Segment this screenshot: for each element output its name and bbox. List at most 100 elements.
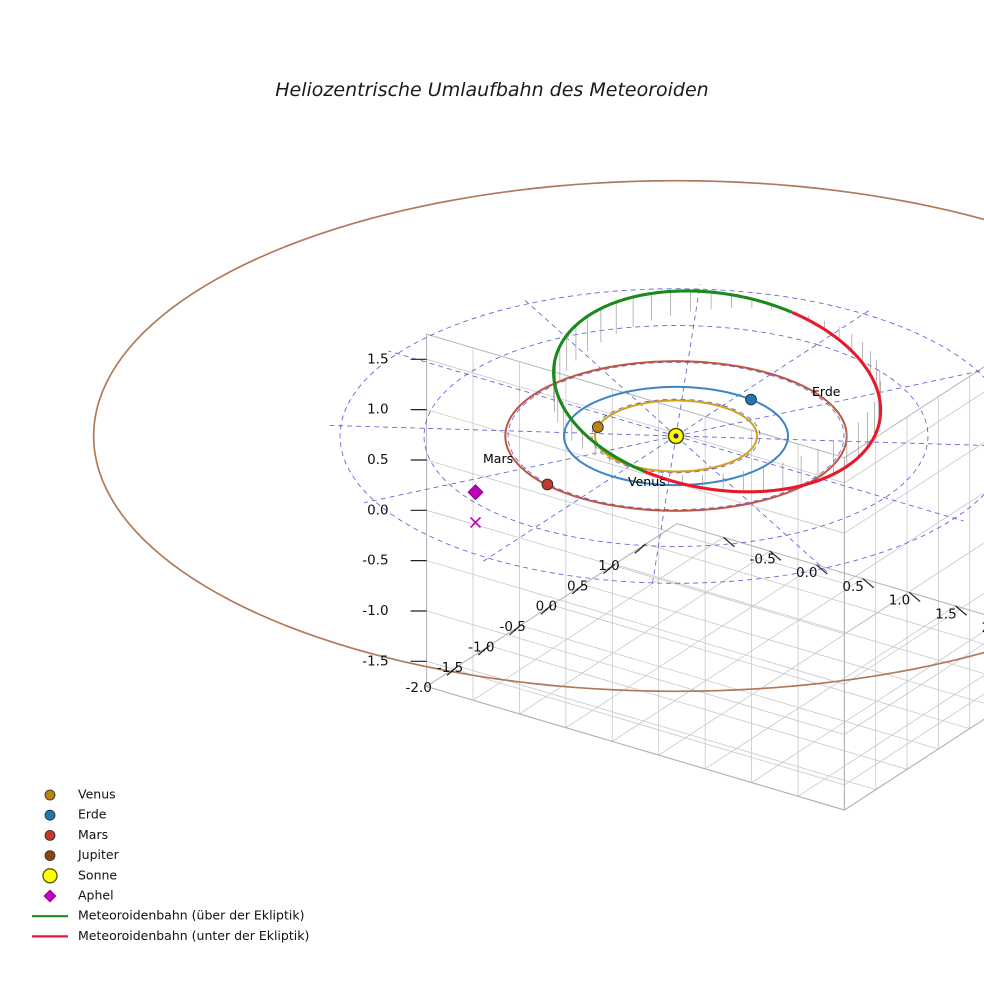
grid-line-xy bbox=[565, 564, 817, 728]
grid-line-xz bbox=[844, 391, 984, 484]
grid-line-xy bbox=[457, 665, 876, 791]
polar-grid-circle bbox=[339, 288, 984, 584]
ecliptic-polar-grid bbox=[329, 284, 984, 588]
polar-grid-ray bbox=[523, 298, 677, 437]
tick-label-z0: -1.5 bbox=[362, 653, 388, 669]
grid-line-yz bbox=[426, 560, 845, 685]
legend-marker-aphel bbox=[43, 889, 57, 903]
meteoroid-orbit-above-ecliptic bbox=[552, 289, 793, 473]
tick-label-y4: 1.5 bbox=[935, 606, 956, 622]
tick-mark-x3 bbox=[540, 604, 553, 615]
axes-box-grid bbox=[425, 333, 984, 811]
grid-line-xy bbox=[614, 563, 984, 675]
erde-label: Erde bbox=[812, 384, 841, 399]
marker-mars bbox=[541, 478, 554, 491]
tick-label-y2: 0.5 bbox=[842, 579, 863, 595]
grid-line-xy bbox=[797, 674, 984, 797]
grid-line-xy bbox=[612, 578, 864, 742]
grid-line-xz bbox=[844, 693, 984, 786]
grid-line-xy bbox=[844, 718, 984, 811]
venus-label: Venus bbox=[628, 474, 666, 489]
tick-mark-y3 bbox=[862, 578, 875, 589]
tick-mark-x0 bbox=[446, 665, 459, 676]
tick-label-x5: 0.5 bbox=[567, 578, 588, 594]
tick-label-x0: -2.0 bbox=[406, 680, 432, 696]
tick-label-z2: -0.5 bbox=[362, 553, 388, 569]
legend-label-meteoroid-above: Meteoroidenbahn (über der Ekliptik) bbox=[78, 908, 304, 923]
grid-line-yz bbox=[426, 660, 845, 786]
tick-label-x2: -1.0 bbox=[468, 639, 494, 655]
tick-mark-x2 bbox=[509, 624, 521, 636]
axes-pane-outline bbox=[425, 523, 984, 811]
tick-mark-y1 bbox=[769, 550, 782, 561]
legend-marker-sonne bbox=[42, 868, 58, 884]
grid-line-xy bbox=[489, 645, 908, 770]
body-annotations: Mars Venus Erde bbox=[483, 384, 841, 489]
grid-line-yz bbox=[426, 509, 845, 635]
tick-mark-y4 bbox=[908, 591, 921, 602]
grid-line-xy bbox=[658, 591, 910, 756]
polar-grid-ray bbox=[651, 435, 677, 588]
tick-mark-x4 bbox=[571, 584, 584, 595]
grid-line-yz bbox=[426, 358, 845, 484]
grid-line-xy bbox=[551, 604, 970, 729]
grid-line-xz bbox=[844, 492, 984, 584]
grid-line-xy bbox=[645, 543, 984, 645]
marker-sonne-core bbox=[673, 433, 679, 439]
meteoroid-orbit-below-ecliptic bbox=[642, 311, 883, 494]
grid-line-xz bbox=[844, 441, 984, 534]
grid-line-xz bbox=[844, 643, 984, 735]
legend-label-venus: Venus bbox=[78, 787, 116, 802]
grid-line-xy bbox=[704, 605, 956, 770]
legend-label-meteoroid-below: Meteoroidenbahn (unter der Ekliptik) bbox=[78, 928, 309, 943]
polar-grid-ray bbox=[481, 435, 677, 563]
grid-line-yz bbox=[426, 459, 845, 584]
tick-mark-x5 bbox=[603, 563, 615, 575]
celestial-bodies bbox=[467, 393, 757, 528]
grid-line-xy bbox=[520, 625, 939, 750]
title-text: Heliozentrische Umlaufbahn des Meteoroid… bbox=[275, 79, 708, 101]
tick-label-y3: 1.0 bbox=[889, 593, 910, 609]
legend-label-aphel: Aphel bbox=[78, 888, 114, 903]
mars-label: Mars bbox=[483, 451, 513, 466]
tick-mark-x6 bbox=[634, 543, 647, 554]
marker-venus bbox=[591, 421, 604, 433]
legend-label-jupiter: Jupiter bbox=[77, 847, 120, 862]
legend-label-erde: Erde bbox=[78, 807, 107, 822]
tick-label-z1: -1.0 bbox=[362, 603, 388, 619]
grid-line-yz bbox=[426, 409, 845, 534]
legend-marker-venus bbox=[44, 789, 56, 801]
polar-grid-ray bbox=[675, 309, 871, 437]
legend: Venus Erde Mars Jupiter Sonne Aphel Meteoroide… bbox=[32, 787, 309, 943]
tick-mark-x1 bbox=[477, 645, 490, 656]
orbit-jupiter bbox=[92, 179, 984, 693]
polar-grid-ray bbox=[363, 435, 677, 504]
polar-grid-ray bbox=[329, 424, 677, 437]
tick-mark-y2 bbox=[815, 564, 828, 575]
polar-grid-ray bbox=[675, 284, 701, 437]
grid-line-xy bbox=[583, 584, 984, 704]
legend-marker-erde bbox=[44, 809, 56, 821]
tick-label-x3: -0.5 bbox=[499, 619, 525, 635]
grid-line-xy bbox=[751, 631, 984, 783]
meteoroid-orbit bbox=[552, 289, 883, 494]
polar-grid-ray bbox=[675, 369, 984, 437]
tick-label-z3: 0.0 bbox=[367, 502, 388, 518]
marker-aphel-projection bbox=[469, 516, 482, 528]
tick-label-z5: 1.0 bbox=[367, 402, 388, 418]
tick-label-x4: 0.0 bbox=[536, 599, 557, 615]
legend-marker-mars bbox=[44, 830, 56, 841]
tick-label-x1: -1.5 bbox=[437, 660, 463, 676]
tick-label-y5: 2.0 bbox=[982, 620, 984, 636]
grid-line-yz bbox=[426, 610, 845, 735]
tick-mark-y5 bbox=[955, 605, 967, 616]
tick-label-y1: 0.0 bbox=[796, 565, 817, 581]
grid-line-xy bbox=[472, 537, 724, 701]
chart-title: Heliozentrische Umlaufbahn des Meteoroid… bbox=[275, 79, 708, 101]
grid-line-xz bbox=[844, 542, 984, 635]
polar-grid-ray bbox=[675, 435, 984, 446]
orbit-erde bbox=[562, 385, 790, 487]
legend-label-mars: Mars bbox=[78, 827, 108, 842]
